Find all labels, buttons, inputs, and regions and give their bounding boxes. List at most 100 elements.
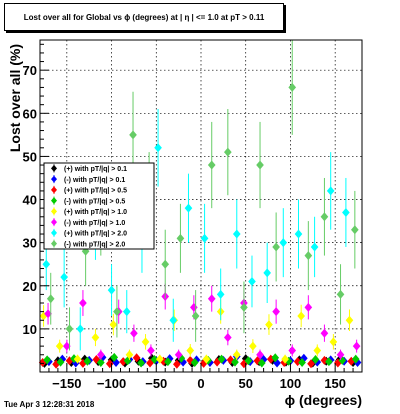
legend-label: (-) with pT/|q| > 1.0: [64, 220, 125, 227]
data-point: [60, 272, 68, 282]
data-point: [79, 298, 87, 308]
data-point: [83, 356, 92, 366]
x-tick-label: −50: [145, 376, 167, 391]
x-tick-label: 0: [197, 376, 204, 391]
data-point: [39, 311, 48, 321]
data-point: [91, 333, 100, 343]
data-point: [288, 345, 297, 355]
legend-entry: (-) with pT/|q| > 0.5: [51, 196, 125, 205]
legend-label: (+) with pT/|q| > 1.0: [64, 209, 127, 216]
legend-marker: [51, 175, 57, 183]
grid: [40, 40, 362, 372]
x-axis-label: ϕ (degrees): [285, 392, 362, 408]
y-tick-label: 40: [23, 193, 37, 208]
data-point: [122, 307, 131, 317]
data-point: [256, 160, 264, 170]
data-point: [310, 242, 319, 252]
data-point: [190, 358, 199, 368]
data-point: [263, 268, 272, 278]
data-point: [43, 355, 51, 365]
data-point: [52, 359, 60, 369]
data-point: [329, 337, 338, 347]
data-point: [164, 357, 172, 367]
legend-marker: [51, 164, 57, 172]
data-point: [179, 357, 187, 367]
legend-label: (+) with pT/|q| > 0.1: [64, 166, 127, 173]
data-point: [313, 345, 322, 355]
data-point: [248, 276, 256, 286]
data-point: [174, 350, 183, 360]
data-point: [186, 345, 195, 355]
data-point: [304, 251, 313, 261]
data-point: [325, 357, 333, 367]
data-point: [65, 324, 74, 334]
data-point: [112, 358, 120, 368]
data-point: [200, 233, 209, 243]
data-point: [186, 355, 195, 365]
data-point: [96, 358, 105, 368]
chart-title: Lost over all for Global vs ϕ (degrees) …: [4, 3, 284, 31]
legend-entry: (-) with pT/|q| > 0.1: [51, 175, 125, 184]
data-point: [110, 352, 119, 362]
data-point: [226, 355, 235, 365]
data-point: [130, 328, 138, 338]
data-point: [46, 294, 55, 304]
data-point: [76, 324, 85, 334]
y-tick-label: 30: [23, 236, 37, 251]
data-point: [156, 354, 164, 364]
data-point: [240, 302, 248, 312]
legend-label: (-) with pT/|q| > 2.0: [64, 241, 125, 248]
x-tick-label: −100: [97, 376, 126, 391]
data-point: [351, 225, 359, 235]
x-tick-label: 50: [238, 376, 252, 391]
data-point: [58, 354, 67, 364]
legend-marker: [51, 207, 57, 215]
data-point: [190, 302, 198, 312]
data-point: [147, 345, 155, 355]
data-point: [174, 355, 183, 365]
data-point: [141, 337, 150, 347]
data-point: [224, 147, 232, 157]
data-point: [107, 285, 116, 295]
y-tick-label: 50: [23, 149, 37, 164]
data-point: [154, 143, 162, 153]
data-point: [98, 352, 107, 362]
data-point: [150, 354, 159, 364]
x-tick-label: 100: [280, 376, 302, 391]
data-point: [129, 130, 137, 140]
data-point: [326, 186, 335, 196]
data-point: [109, 320, 118, 330]
legend-marker: [51, 240, 57, 248]
data-layer: [38, 40, 362, 369]
data-point: [336, 350, 345, 360]
data-point: [63, 341, 71, 351]
data-point: [345, 315, 354, 325]
data-point: [297, 311, 306, 321]
data-point: [44, 309, 52, 319]
legend-entry: (+) with pT/|q| > 2.0: [51, 228, 127, 238]
legend-label: (+) with pT/|q| > 0.5: [64, 188, 127, 195]
axes: −150 −100 −50 0 50 100 150 10 20 30 40 50 60 70 ϕ (deg…: [7, 43, 363, 408]
data-point: [320, 328, 329, 338]
series-7: [46, 40, 359, 351]
legend-entry: (-) with pT/|q| > 1.0: [51, 218, 125, 227]
data-point: [176, 233, 185, 243]
data-point: [288, 82, 297, 92]
data-point: [279, 238, 288, 248]
data-point: [231, 357, 239, 367]
data-point: [56, 357, 65, 367]
data-point: [320, 212, 329, 222]
data-point: [281, 354, 289, 364]
data-point: [311, 354, 320, 364]
data-point: [191, 311, 200, 321]
data-point: [294, 229, 303, 239]
x-tick-label: 150: [324, 376, 346, 391]
y-tick-label: 20: [23, 279, 37, 294]
legend-marker: [51, 197, 57, 205]
data-point: [272, 242, 280, 252]
legend-box: [43, 162, 155, 250]
y-tick-label: 10: [23, 322, 37, 337]
data-point: [336, 289, 345, 299]
data-point: [217, 354, 226, 364]
